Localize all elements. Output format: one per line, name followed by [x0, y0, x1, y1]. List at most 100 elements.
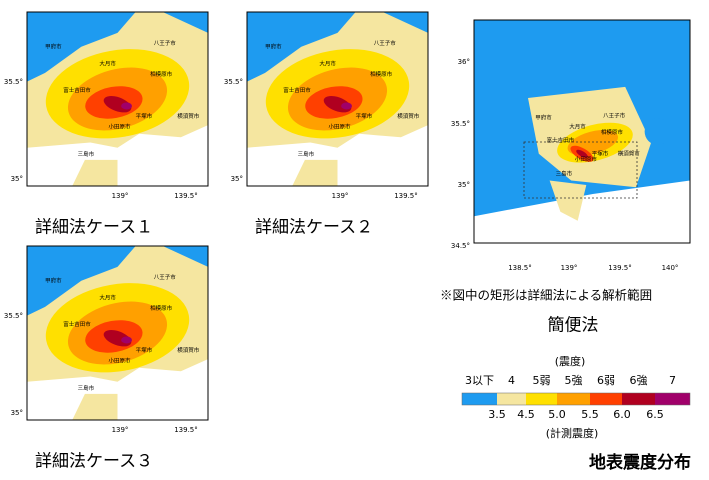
map-frame	[26, 11, 209, 187]
legend-swatch	[526, 393, 557, 405]
legend-tick: 3.5	[488, 408, 506, 421]
x-tick-label: 139°	[332, 192, 349, 200]
place-label: 大月市	[319, 60, 336, 68]
legend-tick: 6.5	[646, 408, 664, 421]
place-label: 小田原市	[108, 122, 131, 130]
x-tick-label: 140°	[662, 264, 679, 272]
place-label: 相模原市	[150, 70, 173, 78]
y-tick-label: 35°	[11, 409, 23, 417]
place-label: 平塚市	[592, 150, 609, 158]
place-label: 小田原市	[575, 155, 598, 163]
land-zone	[247, 12, 356, 82]
legend-swatch	[497, 393, 526, 405]
intensity-zone	[644, 118, 671, 145]
x-tick-label: 139°	[112, 426, 129, 434]
sea	[247, 125, 428, 186]
x-tick-label: 139°	[112, 192, 129, 200]
y-tick-label: 34.5°	[451, 242, 470, 250]
y-tick-label: 35°	[231, 175, 243, 183]
place-label: 相模原市	[150, 304, 173, 312]
place-label: 三島市	[556, 169, 573, 177]
caption: 簡便法	[548, 316, 599, 336]
legend-swatch	[462, 393, 497, 405]
place-label: 八王子市	[603, 112, 626, 120]
y-tick-label: 35.5°	[451, 120, 470, 128]
y-tick-label: 35°	[11, 175, 23, 183]
intensity-zone	[341, 102, 352, 110]
place-label: 富士吉田市	[63, 86, 91, 94]
map	[247, 12, 428, 186]
caption: 詳細法ケース１	[35, 218, 153, 238]
place-label: 大月市	[99, 60, 116, 68]
land-zone	[382, 12, 428, 33]
legend-label: 6強	[630, 374, 648, 387]
note: ※図中の矩形は詳細法による解析範囲	[440, 288, 652, 303]
legend-label: 3以下	[465, 374, 494, 387]
place-label: 小田原市	[108, 356, 131, 364]
legend-tick: 5.5	[581, 408, 599, 421]
place-label: 甲府市	[535, 114, 552, 122]
legend-tick: 6.0	[613, 408, 631, 421]
place-label: 横須賀市	[177, 346, 200, 354]
legend-label: 6弱	[597, 374, 615, 387]
place-label: 三島市	[298, 150, 315, 158]
place-label: 大月市	[569, 123, 586, 131]
legend-label: 5弱	[533, 374, 551, 387]
place-label: 横須賀市	[397, 112, 420, 120]
map	[27, 12, 208, 186]
y-tick-label: 35.5°	[4, 78, 23, 86]
legend-title: (震度)	[555, 354, 586, 368]
place-label: 八王子市	[154, 39, 177, 47]
place-label: 富士吉田市	[283, 86, 311, 94]
place-label: 大月市	[99, 294, 116, 302]
map-frame	[26, 245, 209, 421]
place-label: 八王子市	[154, 273, 177, 281]
x-tick-label: 139°	[561, 264, 578, 272]
y-tick-label: 36°	[458, 58, 470, 66]
place-label: 相模原市	[601, 128, 624, 136]
legend-axis-label: (計測震度)	[546, 426, 599, 440]
legend-label: 4	[508, 374, 515, 387]
place-label: 甲府市	[45, 42, 62, 50]
legend-tick: 4.5	[517, 408, 535, 421]
x-tick-label: 138.5°	[508, 264, 532, 272]
map	[474, 20, 690, 243]
place-label: 横須賀市	[618, 150, 641, 158]
land-zone	[162, 246, 208, 267]
land-zone	[27, 12, 136, 82]
map-frame	[246, 11, 429, 187]
place-label: 相模原市	[370, 70, 393, 78]
legend-swatch	[655, 393, 690, 405]
peninsula	[549, 180, 587, 221]
legend-label: 7	[669, 374, 676, 387]
place-label: 平塚市	[136, 346, 153, 354]
land-zone	[162, 12, 208, 33]
legend-frame	[461, 392, 691, 406]
place-label: 八王子市	[374, 39, 397, 47]
place-label: 横須賀市	[177, 112, 200, 120]
x-tick-label: 139.5°	[608, 264, 632, 272]
legend-swatch	[622, 393, 655, 405]
place-label: 平塚市	[356, 112, 373, 120]
legend-swatch	[590, 393, 622, 405]
intensity-zone	[121, 336, 132, 344]
y-tick-label: 35.5°	[4, 312, 23, 320]
y-tick-label: 35°	[458, 181, 470, 189]
y-tick-label: 35.5°	[224, 78, 243, 86]
place-label: 小田原市	[328, 122, 351, 130]
caption: 詳細法ケース３	[35, 452, 153, 472]
place-label: 富士吉田市	[63, 320, 91, 328]
land-zone	[27, 246, 136, 316]
map-frame	[473, 19, 691, 244]
intensity-zone	[121, 102, 132, 110]
legend-tick: 5.0	[548, 408, 566, 421]
legend-swatch	[557, 393, 590, 405]
sea	[27, 359, 208, 420]
place-label: 甲府市	[265, 42, 282, 50]
place-label: 甲府市	[45, 276, 62, 284]
place-label: 平塚市	[136, 112, 153, 120]
x-tick-label: 139.5°	[174, 192, 198, 200]
sea	[474, 180, 690, 243]
sea	[27, 125, 208, 186]
